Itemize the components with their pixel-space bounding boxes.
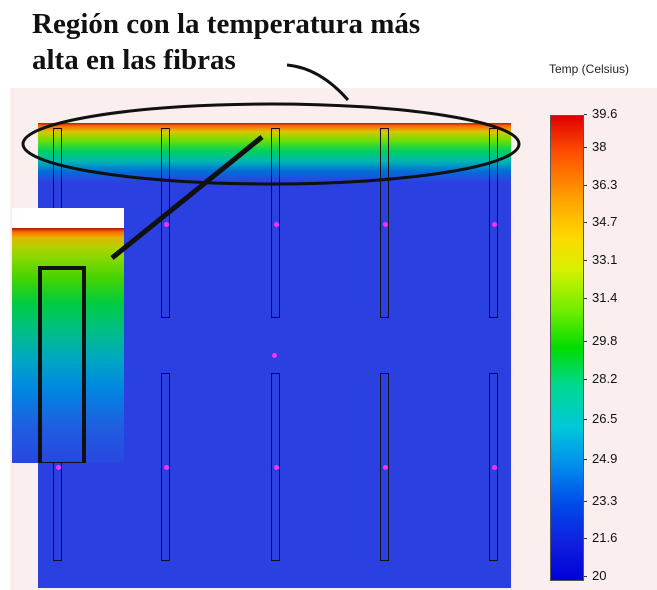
legend-tick-label-9: 24.9 [592, 451, 618, 466]
legend-tick-label-6: 29.8 [592, 333, 618, 348]
legend-tick-2: 36.3 [584, 177, 644, 193]
legend-tick-5: 31.4 [584, 290, 644, 306]
legend-tick-label-2: 36.3 [592, 177, 618, 192]
legend-tick-label-8: 26.5 [592, 411, 618, 426]
zoom-inset-fiber [38, 266, 86, 463]
temperature-colorbar [550, 115, 584, 581]
legend-tick-label-1: 38 [592, 139, 607, 154]
fiber-bottom-5 [489, 373, 498, 561]
probe-marker [271, 352, 277, 358]
legend-tick-label-10: 23.3 [592, 493, 618, 508]
zoom-inset-margin [12, 208, 124, 228]
legend-tick-8: 26.5 [584, 411, 644, 427]
probe-marker [382, 221, 388, 227]
probe-marker [491, 221, 497, 227]
legend-tick-9: 24.9 [584, 451, 644, 467]
probe-marker [382, 464, 388, 470]
legend-tick-1: 38 [584, 139, 644, 155]
legend-tick-4: 33.1 [584, 252, 644, 268]
probe-marker [491, 464, 497, 470]
probe-marker [273, 221, 279, 227]
legend-tick-label-12: 20 [592, 568, 607, 583]
zoom-inset [12, 208, 124, 463]
legend-tick-10: 23.3 [584, 493, 644, 509]
legend-tick-label-0: 39.6 [592, 106, 618, 121]
legend-tick-11: 21.6 [584, 530, 644, 546]
fiber-bottom-4 [380, 373, 389, 561]
legend-title: Temp (Celsius) [549, 62, 630, 76]
annotation-heading: Región con la temperatura más alta en la… [32, 6, 492, 78]
legend-tick-0: 39.6 [584, 106, 644, 122]
legend-tick-7: 28.2 [584, 371, 644, 387]
legend-tick-label-3: 34.7 [592, 214, 618, 229]
probe-marker [55, 464, 61, 470]
legend-tick-3: 34.7 [584, 214, 644, 230]
fiber-bottom-2 [161, 373, 170, 561]
probe-marker [163, 221, 169, 227]
legend-tick-label-7: 28.2 [592, 371, 618, 386]
legend-tick-12: 20 [584, 568, 644, 584]
probe-marker [163, 464, 169, 470]
legend-tick-6: 29.8 [584, 333, 644, 349]
fiber-bottom-3 [271, 373, 280, 561]
legend-tick-label-4: 33.1 [592, 252, 618, 267]
legend-tick-label-11: 21.6 [592, 530, 618, 545]
annotation-heading-line-2: alta en las fibras [32, 44, 236, 76]
probe-marker [273, 464, 279, 470]
annotation-heading-line-1: Región con la temperatura más [32, 8, 421, 40]
legend-tick-label-5: 31.4 [592, 290, 618, 305]
